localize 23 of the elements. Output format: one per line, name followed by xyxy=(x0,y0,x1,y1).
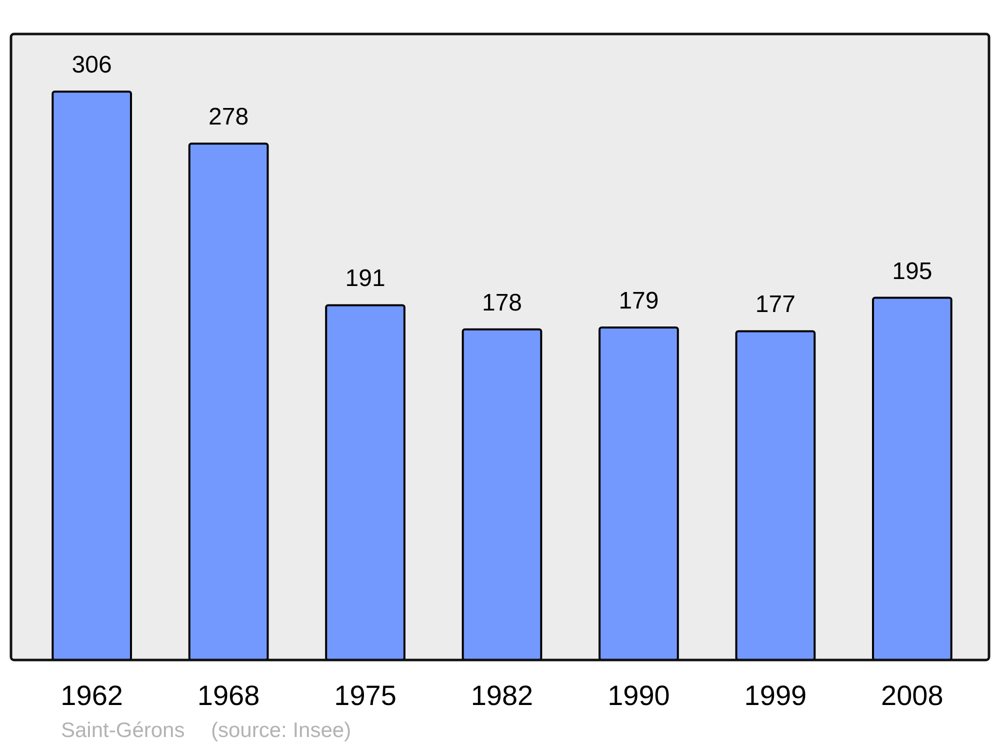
data-label: 306 xyxy=(72,52,112,79)
x-tick-label: 1975 xyxy=(334,680,396,711)
text: Saint-Gérons xyxy=(61,719,185,742)
x-tick-label: 1999 xyxy=(744,680,807,711)
bar xyxy=(52,90,132,661)
bar xyxy=(735,330,816,661)
data-label: 195 xyxy=(892,258,932,285)
bar xyxy=(188,142,269,661)
x-tick-label: 1968 xyxy=(197,680,260,711)
x-tick-label: 1990 xyxy=(608,680,670,711)
data-label: 178 xyxy=(482,289,522,316)
x-tick-label: 2008 xyxy=(881,680,944,711)
text: (source: Insee) xyxy=(211,719,352,742)
bar xyxy=(325,304,406,661)
data-label: 191 xyxy=(345,265,386,292)
data-label: 179 xyxy=(618,287,659,314)
bar xyxy=(462,328,542,661)
x-tick-label: 1962 xyxy=(60,680,123,711)
data-label: 278 xyxy=(208,104,249,131)
data-label: 177 xyxy=(755,291,796,318)
x-tick-label: 1982 xyxy=(470,680,534,711)
bar xyxy=(598,326,679,661)
bar xyxy=(872,296,952,661)
